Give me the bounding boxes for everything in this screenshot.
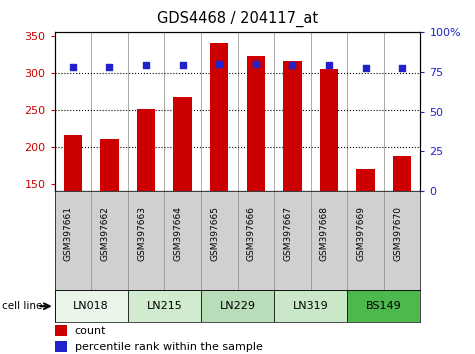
Bar [100,138,119,295]
Bar [347,290,420,322]
Bar [173,97,192,295]
Text: GSM397665: GSM397665 [210,206,219,261]
Text: cell line: cell line [2,301,43,311]
Point [179,62,186,68]
Bar [55,325,67,336]
Text: GSM397661: GSM397661 [64,206,73,261]
Text: percentile rank within the sample: percentile rank within the sample [75,342,263,352]
Bar [320,69,338,295]
Text: GSM397666: GSM397666 [247,206,256,261]
Point [105,64,113,70]
Text: LN018: LN018 [73,301,109,311]
Text: GSM397669: GSM397669 [357,206,366,261]
Bar [201,290,274,322]
Bar [210,43,228,295]
Bar [247,56,265,295]
Text: LN215: LN215 [146,301,182,311]
Bar [55,341,67,353]
Text: LN319: LN319 [293,301,329,311]
Point [69,64,77,70]
Text: GDS4468 / 204117_at: GDS4468 / 204117_at [157,11,318,27]
Point [216,61,223,67]
Bar [128,290,201,322]
Point [142,62,150,68]
Bar [64,135,82,295]
Text: BS149: BS149 [366,301,402,311]
Bar [283,62,302,295]
Text: GSM397668: GSM397668 [320,206,329,261]
Text: count: count [75,326,106,336]
Bar [393,156,411,295]
Point [252,61,259,67]
Bar [137,109,155,295]
Bar [55,290,128,322]
Point [325,62,332,68]
Text: GSM397663: GSM397663 [137,206,146,261]
Text: LN229: LN229 [219,301,256,311]
Point [398,66,406,72]
Text: GSM397662: GSM397662 [101,206,109,261]
Bar [274,290,347,322]
Text: GSM397670: GSM397670 [393,206,402,261]
Bar [356,169,375,295]
Text: GSM397667: GSM397667 [284,206,293,261]
Point [289,62,296,68]
Text: GSM397664: GSM397664 [174,206,182,261]
Point [362,66,370,72]
